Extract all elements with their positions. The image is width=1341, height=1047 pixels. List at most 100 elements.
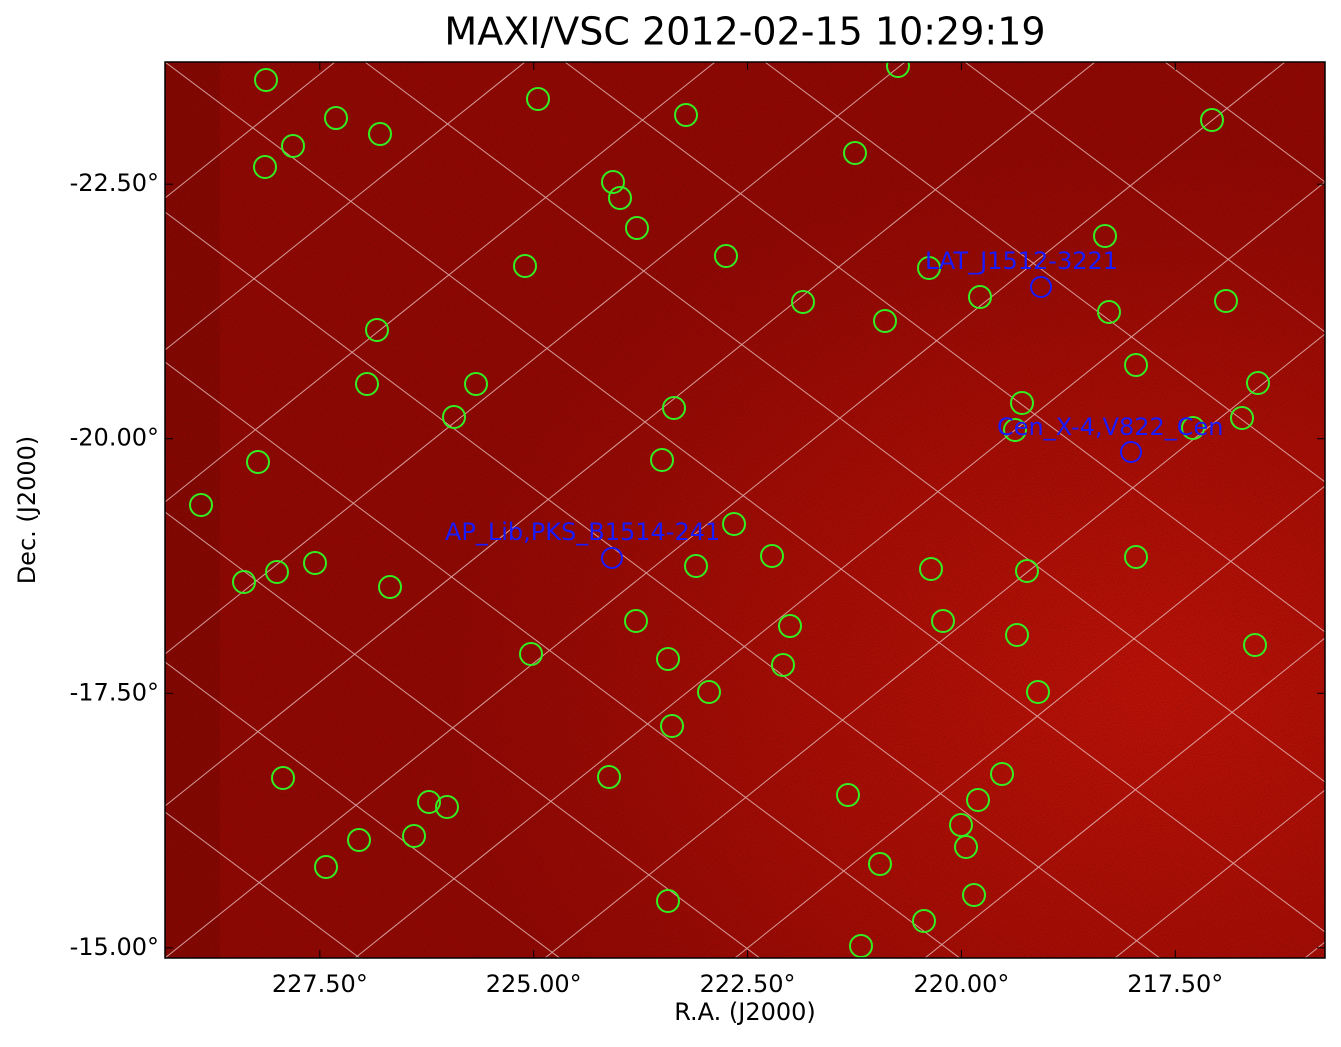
source-circle (868, 852, 892, 876)
source-circle (1097, 300, 1121, 324)
source-circle (919, 557, 943, 581)
source-circle (836, 783, 860, 807)
source-circle (912, 909, 936, 933)
source-circle (464, 372, 488, 396)
source-circle (660, 714, 684, 738)
source-circle (1200, 108, 1224, 132)
target-label: Cen_X-4,V822_Cen (997, 413, 1224, 441)
coord-grid-line (924, 637, 1325, 958)
y-tick-label: -20.00° (70, 424, 159, 452)
x-axis-label: R.A. (J2000) (674, 998, 816, 1026)
y-tick-label: -17.50° (70, 678, 159, 706)
source-circle (265, 560, 289, 584)
coord-grid-line (165, 62, 716, 503)
source-circle (513, 254, 537, 278)
source-circle (843, 141, 867, 165)
y-tick-label: -22.50° (70, 169, 159, 197)
y-axis-label: Dec. (J2000) (13, 436, 41, 585)
coord-grid-line (165, 62, 1096, 807)
source-circle (526, 87, 550, 111)
source-circle (949, 813, 973, 837)
source-circle (650, 448, 674, 472)
y-tick-label: -15.00° (70, 933, 159, 961)
source-circle (1026, 680, 1050, 704)
coord-grid-line (165, 62, 526, 351)
source-circle (271, 766, 295, 790)
source-circle (347, 828, 371, 852)
target-label: LAT_J1512-3221 (925, 247, 1118, 275)
source-circle (368, 122, 392, 146)
x-tick-label: 225.00° (486, 970, 582, 998)
source-circle (1093, 224, 1117, 248)
coord-grid-line (564, 62, 1325, 633)
coord-grid-line (734, 485, 1325, 958)
source-circle (873, 309, 897, 333)
source-circle (968, 285, 992, 309)
coord-grid-line (964, 62, 1325, 333)
x-tick-label: 222.50° (700, 970, 796, 998)
source-circle (962, 883, 986, 907)
coord-grid-line (165, 511, 761, 958)
coord-grid-line (354, 181, 1325, 958)
source-circle (254, 68, 278, 92)
source-circle (324, 106, 348, 130)
source-circle (253, 155, 277, 179)
source-circle (442, 405, 466, 429)
source-circle (1243, 633, 1267, 657)
source-circle (662, 396, 686, 420)
source-circle (355, 372, 379, 396)
source-circle (1181, 416, 1205, 440)
source-circle (684, 554, 708, 578)
source-circle (232, 570, 256, 594)
source-circle (1005, 623, 1029, 647)
coord-grid-line (165, 211, 1161, 958)
source-circle (189, 493, 213, 517)
source-circle (597, 765, 621, 789)
source-circle (674, 103, 698, 127)
source-circle (246, 450, 270, 474)
coord-grid-line (165, 62, 336, 199)
source-circle (1124, 545, 1148, 569)
coord-grid-line (364, 62, 1325, 783)
source-circle (1230, 406, 1254, 430)
source-circle (281, 134, 305, 158)
chart-title: MAXI/VSC 2012-02-15 10:29:19 (444, 10, 1045, 54)
source-circle (791, 290, 815, 314)
plot-frame (164, 61, 1326, 959)
target-circle (601, 547, 623, 569)
source-circle (1015, 559, 1039, 583)
source-circle (966, 788, 990, 812)
source-circle (1003, 418, 1027, 442)
source-circle (625, 216, 649, 240)
source-circle (697, 680, 721, 704)
source-circle (931, 609, 955, 633)
source-circle (1124, 353, 1148, 377)
source-circle (303, 551, 327, 575)
source-circle (365, 318, 389, 342)
source-circle (1010, 391, 1034, 415)
source-circle (849, 934, 873, 958)
x-tick-label: 217.50° (1127, 970, 1223, 998)
target-label: AP_Lib,PKS_B1514-241 (445, 518, 720, 546)
source-circle (778, 614, 802, 638)
source-circle (314, 855, 338, 879)
source-circle (624, 609, 648, 633)
source-circle (1214, 289, 1238, 313)
source-circle (417, 790, 441, 814)
coord-grid-line (165, 811, 361, 958)
x-tick-label: 220.00° (913, 970, 1009, 998)
target-circle (1120, 441, 1142, 463)
target-circle (1030, 276, 1052, 298)
coord-grid-line (165, 62, 906, 655)
coord-grid-line (165, 661, 561, 958)
source-circle (402, 824, 426, 848)
coord-grid-line (165, 361, 961, 958)
source-circle (722, 512, 746, 536)
source-circle (519, 642, 543, 666)
source-circle (917, 256, 941, 280)
source-circle (656, 647, 680, 671)
coord-grid-line (165, 62, 1286, 958)
x-tick-label: 227.50° (272, 970, 368, 998)
